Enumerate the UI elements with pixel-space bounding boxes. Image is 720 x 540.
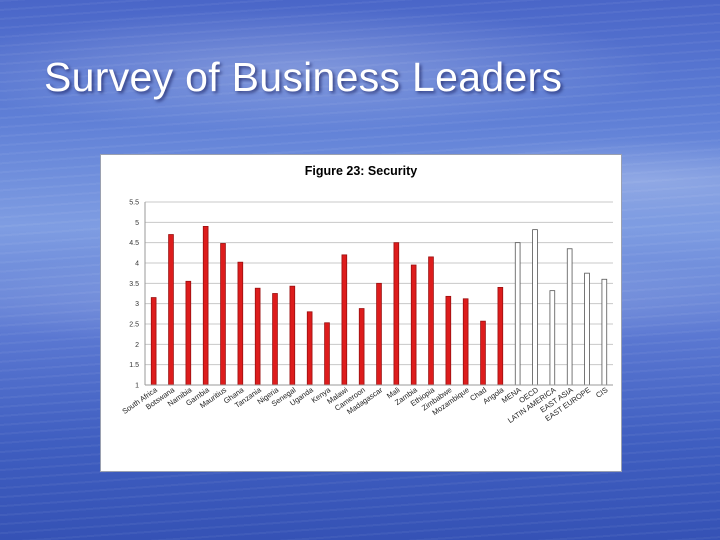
bar — [202, 226, 209, 386]
bars — [150, 226, 608, 386]
bar — [289, 285, 296, 386]
y-tick-label: 2.5 — [129, 322, 139, 329]
bar — [584, 272, 590, 386]
bar — [410, 264, 417, 386]
y-tick-label: 3 — [135, 301, 139, 308]
bar — [376, 282, 382, 386]
y-tick-label: 1 — [135, 383, 139, 390]
y-tick-label: 4 — [135, 261, 139, 268]
bar — [324, 322, 330, 386]
bar — [220, 243, 226, 386]
bar — [150, 297, 157, 386]
bar — [428, 256, 434, 386]
y-tick-label: 5 — [135, 220, 139, 227]
bar — [341, 254, 348, 386]
bar — [185, 280, 192, 386]
bar — [462, 298, 469, 386]
x-tick-label: CIS — [594, 385, 609, 400]
bar — [254, 287, 261, 386]
bar — [168, 234, 174, 386]
bar — [480, 320, 486, 386]
bar — [358, 308, 365, 386]
bar — [514, 242, 521, 386]
bar — [601, 278, 608, 386]
y-axis: 1 1.5 2 2.5 3 3.5 4 4.5 5 5.5 — [129, 200, 146, 390]
bar — [566, 248, 573, 386]
bar — [532, 229, 538, 386]
slide-title: Survey of Business Leaders — [44, 54, 563, 100]
bar-chart: Figure 23: Security 1 1.5 2 2.5 3 3.5 4 4.5 5 5.5… — [121, 164, 613, 425]
chart-title: Figure 23: Security — [305, 164, 418, 178]
y-tick-label: 3.5 — [129, 281, 139, 288]
bar — [272, 293, 278, 386]
chart-panel: Figure 23: Security 1 1.5 2 2.5 3 3.5 4 4.5 5 5.5… — [100, 154, 622, 472]
bar — [393, 242, 400, 386]
y-tick-label: 5.5 — [129, 200, 139, 207]
bar — [306, 311, 313, 386]
bar — [497, 286, 504, 386]
y-tick-label: 1.5 — [129, 362, 139, 369]
x-axis: South AfricaBotswanaNamibiaGambiaMauriti… — [121, 384, 613, 425]
y-tick-label: 4.5 — [129, 240, 139, 247]
bar — [237, 261, 244, 386]
bar — [549, 290, 556, 386]
bar — [445, 295, 452, 386]
y-tick-label: 2 — [135, 342, 139, 349]
